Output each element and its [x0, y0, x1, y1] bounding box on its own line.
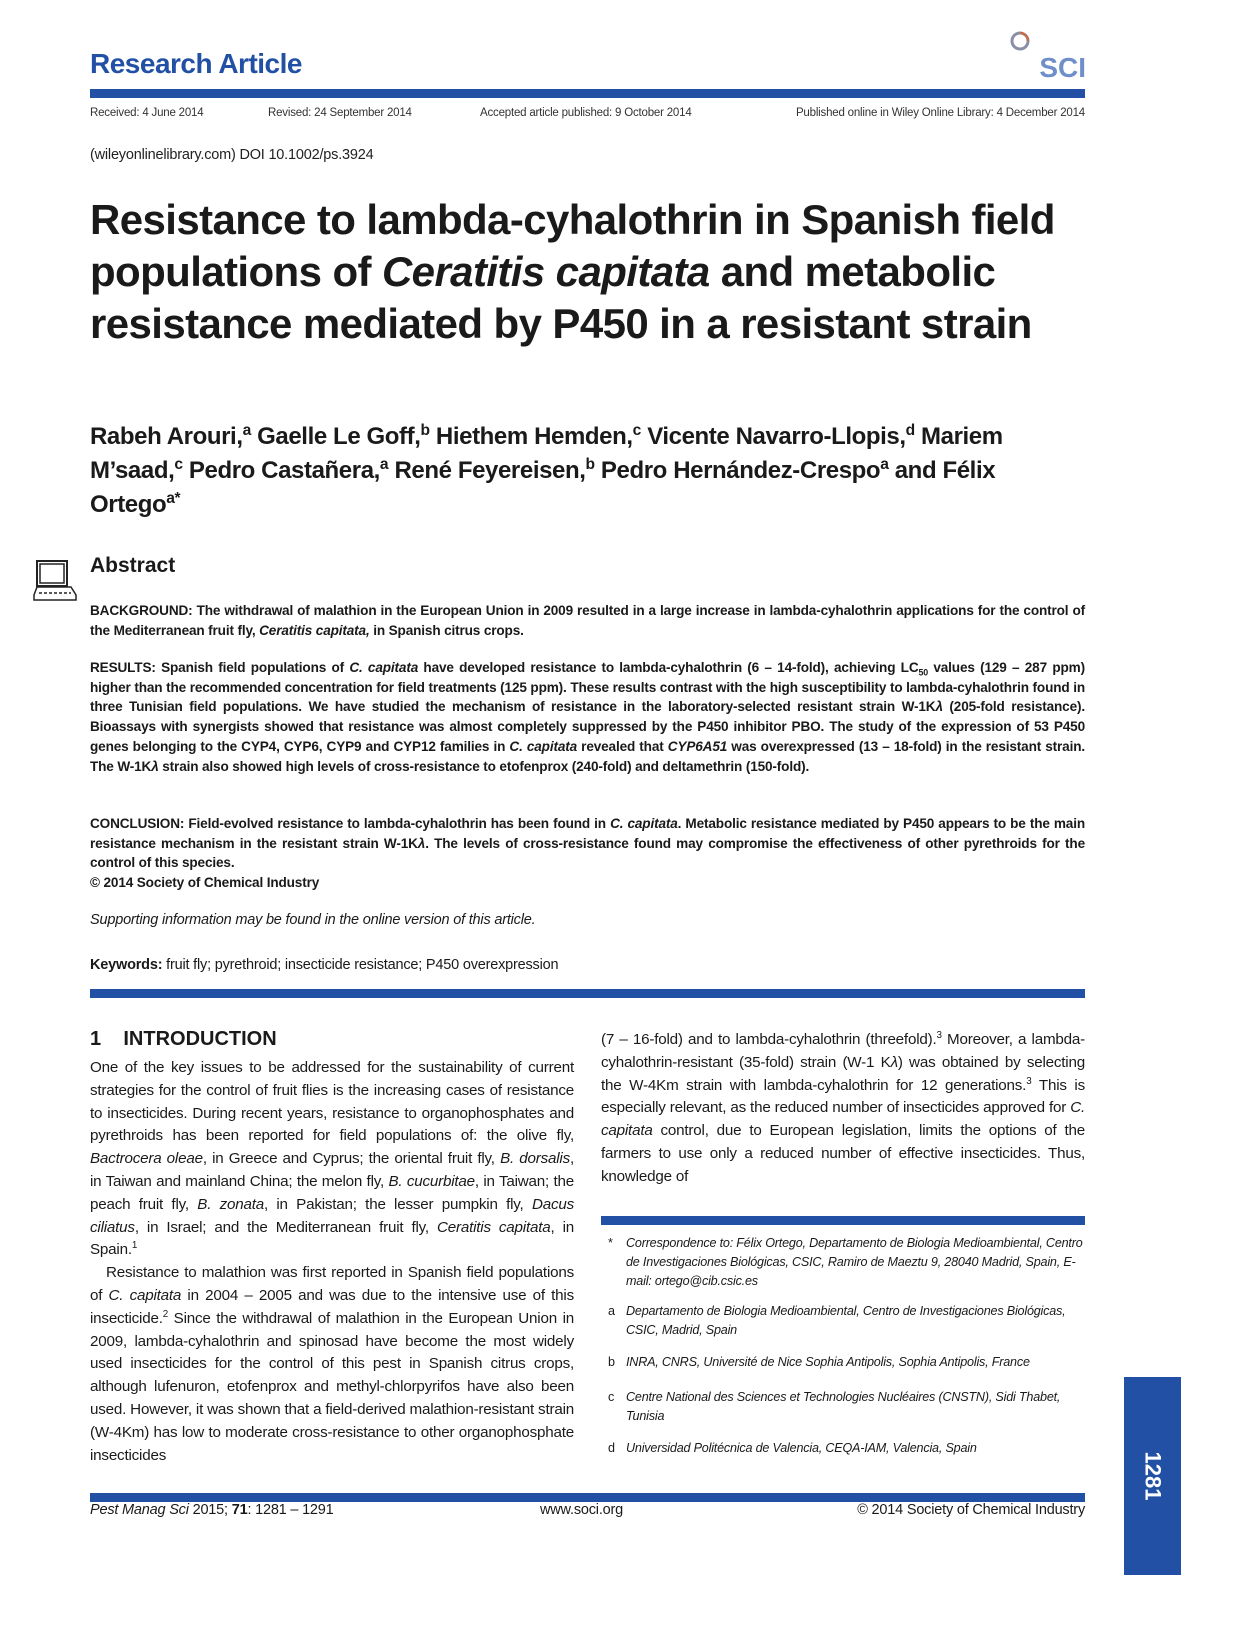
text-span: λ: [890, 1053, 898, 1071]
text-span: λ: [935, 699, 943, 715]
abstract-rule: [90, 989, 1085, 998]
revised-date: Revised: 24 September 2014: [268, 107, 412, 119]
text-span: Keywords:: [90, 957, 163, 973]
published-date: Published online in Wiley Online Library…: [795, 107, 1085, 119]
text-span: C. capitata: [349, 660, 419, 675]
text-span: B. cucurbitae: [388, 1172, 475, 1190]
text-span: b: [585, 456, 596, 473]
text-span: C. capitata: [108, 1286, 182, 1304]
footnote-affiliation-a: a Departamento de Biologia Medioambiental…: [608, 1302, 1086, 1340]
text-span: λ: [151, 758, 159, 774]
text-span: c: [632, 422, 642, 439]
abstract-heading: Abstract: [90, 554, 176, 577]
text-span: 3: [1026, 1075, 1032, 1087]
introduction-heading: 1 INTRODUCTION: [90, 1028, 277, 1050]
text-span: B. dorsalis: [500, 1150, 570, 1168]
paragraph: Resistance to malathion was first report…: [90, 1264, 574, 1464]
left-column: One of the key issues to be addressed fo…: [90, 1057, 574, 1467]
footnote-text: Universidad Politécnica de Valencia, CEQ…: [626, 1441, 977, 1455]
text-span: 1: [131, 1240, 138, 1252]
text-span: d: [905, 422, 916, 439]
text-span: c: [174, 456, 183, 473]
footnote-affiliation-d: d Universidad Politécnica de Valencia, CE…: [608, 1439, 1086, 1458]
footnote-correspondence: * Correspondence to: Félix Ortego, Depart…: [608, 1234, 1086, 1291]
supporting-info-note: Supporting information may be found in t…: [90, 912, 536, 928]
accepted-date: Accepted article published: 9 October 20…: [480, 107, 692, 119]
computer-icon: [33, 560, 77, 601]
text-span: Ceratitis capitata: [381, 248, 710, 295]
footnote-mark: a: [608, 1304, 615, 1318]
footnote-mark: *: [608, 1236, 613, 1250]
right-column: (7 – 16-fold) and to lambda-cyhalothrin …: [601, 1029, 1085, 1189]
footnote-text: Centre National des Sciences et Technolo…: [626, 1390, 1061, 1423]
text-span: Ceratitis capitata: [436, 1218, 551, 1236]
footnote-text: Departamento de Biologia Medioambiental,…: [626, 1304, 1066, 1337]
text-span: Pest Manag Sci: [90, 1502, 189, 1518]
text-span: C. capitata: [601, 1099, 1085, 1140]
text-span: B. zonata: [197, 1195, 264, 1213]
footnote-mark: d: [608, 1441, 615, 1455]
paragraph: (7 – 16-fold) and to lambda-cyhalothrin …: [601, 1029, 1085, 1185]
conclusion-text: CONCLUSION: Field-evolved resistance to …: [90, 816, 1085, 871]
text-span: C. capitata: [509, 738, 578, 754]
text-span: a*: [166, 490, 181, 507]
text-span: λ: [417, 835, 426, 851]
footnote-text: Correspondence to: Félix Ortego, Departa…: [626, 1236, 1083, 1288]
text-span: Ceratitis capitata,: [259, 622, 370, 638]
footnote-affiliation-b: b INRA, CNRS, Université de Nice Sophia A…: [608, 1353, 1086, 1372]
footnote-affiliation-c: c Centre National des Sciences et Technol…: [608, 1388, 1086, 1426]
journal-url[interactable]: www.soci.org: [540, 1502, 624, 1518]
text-span: CYP6A51: [667, 738, 728, 754]
page-number-text: 1281: [1140, 1451, 1166, 1501]
text-span: b: [420, 422, 431, 439]
abstract-copyright: © 2014 Society of Chemical Industry: [90, 875, 320, 891]
sci-logo: SCI: [1010, 31, 1086, 80]
section-label: Research Article: [90, 48, 302, 79]
footer-rule: [90, 1493, 1085, 1502]
keywords: Keywords: fruit fly; pyrethroid; insecti…: [90, 957, 559, 973]
footnote-text: INRA, CNRS, Université de Nice Sophia An…: [626, 1355, 1030, 1369]
text-span: 50: [918, 667, 929, 678]
footnote-rule: [601, 1216, 1085, 1225]
abstract-results: RESULTS: Spanish field populations of C.…: [90, 660, 1085, 774]
text-span: C. capitata: [610, 816, 678, 831]
text-span: Bactrocera oleae: [90, 1150, 203, 1168]
text-span: 3: [936, 1029, 943, 1041]
footnote-mark: c: [608, 1390, 615, 1404]
text-span: a: [242, 422, 252, 439]
abstract-background: BACKGROUND: The withdrawal of malathion …: [90, 603, 1085, 638]
footer-copyright: © 2014 Society of Chemical Industry: [857, 1502, 1085, 1518]
paragraph: One of the key issues to be addressed fo…: [90, 1059, 575, 1259]
text-span: Dacus ciliatus: [90, 1195, 574, 1236]
doi[interactable]: (wileyonlinelibrary.com) DOI 10.1002/ps.…: [90, 147, 374, 163]
text-span: a: [880, 456, 889, 473]
author-list: Rabeh Arouri,a Gaelle Le Goff,b Hiethem …: [90, 422, 1003, 518]
abstract-conclusion: CONCLUSION: Field-evolved resistance to …: [90, 814, 1085, 893]
page-number: 1281: [1124, 1377, 1181, 1575]
received-date: Received: 4 June 2014: [90, 107, 204, 119]
text-span: a: [379, 456, 389, 473]
svg-text:SCI: SCI: [1039, 52, 1086, 80]
article-title: Resistance to lambda-cyhalothrin in Span…: [90, 196, 1055, 347]
page-number-tab: [1124, 1377, 1181, 1575]
header-rule: [90, 89, 1085, 98]
text-span: 2: [162, 1308, 169, 1320]
journal-citation: Pest Manag Sci 2015; 71: 1281 – 1291: [90, 1502, 334, 1518]
text-span: 71: [231, 1502, 248, 1518]
footnote-mark: b: [608, 1355, 615, 1369]
